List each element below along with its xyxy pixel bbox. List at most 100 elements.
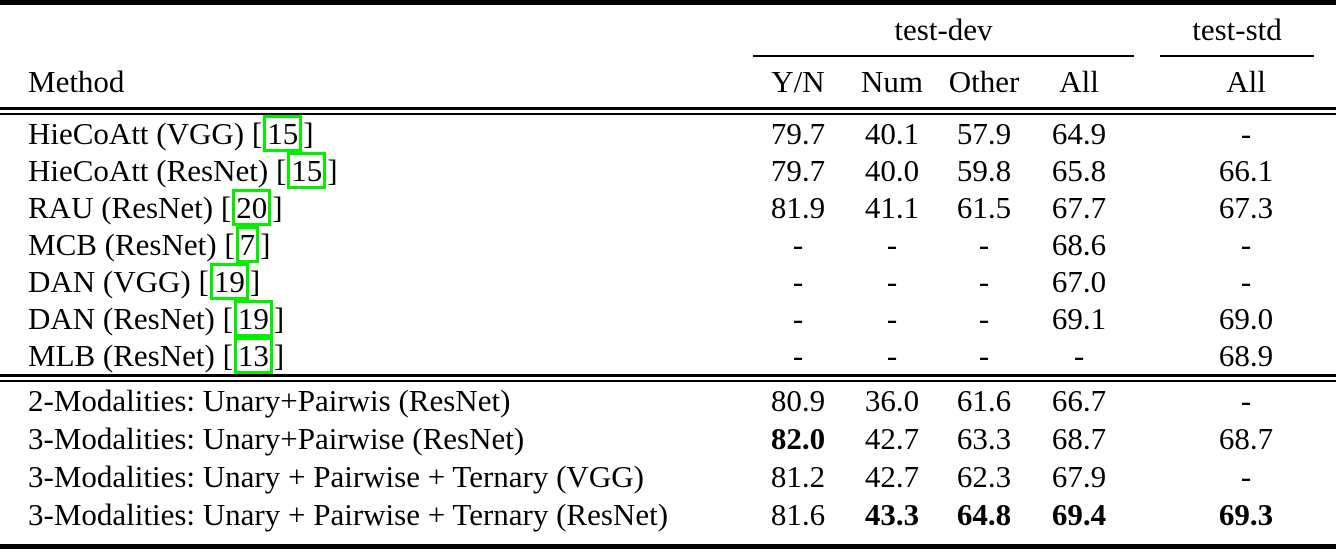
yn-value-cell: 79.7 — [770, 152, 826, 188]
table-row: 3-Modalities: Unary + Pairwise + Ternary… — [0, 496, 1336, 534]
table-row: HieCoAtt (ResNet) [15] 79.7 40.0 59.8 65… — [0, 152, 1336, 189]
citation-link[interactable]: [19] — [191, 263, 260, 300]
citation-link[interactable]: [15] — [244, 115, 314, 152]
citation-number[interactable]: 19 — [209, 263, 249, 300]
method-label: MCB (ResNet) — [28, 227, 217, 262]
all-value-cell: 67.7 — [1051, 189, 1107, 225]
method-label: 3-Modalities: Unary + Pairwise + Ternary… — [28, 497, 669, 532]
num-value-cell: 36.0 — [864, 383, 920, 418]
proposed-methods-section: 2-Modalities: Unary+Pairwis (ResNet) 80.… — [0, 382, 1336, 534]
all-value-cell: 66.7 — [1051, 383, 1107, 418]
yn-value-cell: 79.7 — [770, 115, 826, 151]
other-value-cell: 63.3 — [956, 421, 1012, 456]
other-value-cell: 57.9 — [956, 115, 1012, 151]
std-all-value-cell: 68.7 — [1218, 421, 1274, 456]
all-value-cell: 69.4 — [1051, 497, 1107, 532]
yn-value-cell: 81.2 — [770, 459, 826, 494]
method-cell: MLB (ResNet) [13] — [0, 337, 748, 374]
citation-open-bracket: [ — [198, 264, 209, 299]
citation-close-bracket: ] — [273, 301, 285, 336]
citation-link[interactable]: [19] — [215, 300, 285, 337]
yn-value-cell: - — [792, 300, 804, 336]
table-row: MCB (ResNet) [7] - - - 68.6 - — [0, 226, 1336, 263]
other-value-cell: 59.8 — [956, 152, 1012, 188]
citation-open-bracket: [ — [222, 338, 233, 373]
yn-value-cell: 82.0 — [770, 421, 826, 456]
yn-value-cell: - — [792, 337, 804, 373]
citation-link[interactable]: [13] — [215, 337, 284, 374]
std-all-value-cell: 67.3 — [1218, 189, 1274, 225]
all-value-cell: 65.8 — [1051, 152, 1107, 188]
yn-value-cell: 81.6 — [770, 497, 826, 532]
yn-value-cell: 81.9 — [770, 189, 826, 225]
num-value-cell: 41.1 — [864, 189, 920, 225]
method-label: RAU (ResNet) — [28, 190, 214, 225]
citation-open-bracket: [ — [275, 153, 287, 188]
num-value-cell: - — [886, 300, 898, 336]
citation-close-bracket: ] — [327, 153, 338, 188]
std-all-value-cell: 66.1 — [1218, 152, 1274, 188]
citation-number[interactable]: 15 — [263, 115, 303, 152]
citation-number[interactable]: 7 — [235, 226, 260, 263]
num-value-cell: 42.7 — [864, 459, 920, 494]
table-row: MLB (ResNet) [13] - - - - 68.9 — [0, 337, 1336, 374]
yn-value-cell: - — [792, 263, 804, 299]
citation-link[interactable]: [7] — [217, 226, 270, 263]
other-value-cell: 62.3 — [956, 459, 1012, 494]
num-value-cell: 42.7 — [864, 421, 920, 456]
method-label: 3-Modalities: Unary + Pairwise + Ternary… — [28, 459, 644, 494]
column-header-other: Other — [948, 64, 1020, 99]
num-value-cell: 43.3 — [864, 497, 920, 532]
column-header-std-all: All — [1226, 64, 1266, 99]
citation-number[interactable]: 19 — [233, 300, 273, 337]
yn-value-cell: 80.9 — [770, 383, 826, 418]
all-value-cell: 67.0 — [1051, 263, 1107, 299]
citation-link[interactable]: [20] — [213, 189, 283, 226]
std-all-value-cell: - — [1240, 115, 1252, 151]
citation-number[interactable]: 15 — [287, 152, 327, 189]
citation-number[interactable]: 20 — [232, 189, 272, 226]
group-header-test-dev: test-dev — [753, 5, 1134, 57]
other-value-cell: - — [978, 263, 990, 299]
citation-open-bracket: [ — [251, 116, 263, 151]
other-value-cell: 64.8 — [956, 497, 1012, 532]
method-label: MLB (ResNet) — [28, 338, 215, 373]
method-cell: 3-Modalities: Unary+Pairwise (ResNet) — [0, 421, 748, 457]
other-value-cell: - — [978, 226, 990, 262]
method-cell: DAN (ResNet) [19] — [0, 300, 748, 337]
citation-close-bracket: ] — [303, 116, 314, 151]
table-row: DAN (VGG) [19] - - - 67.0 - — [0, 263, 1336, 300]
other-value-cell: - — [978, 300, 990, 336]
table-row: DAN (ResNet) [19] - - - 69.1 69.0 — [0, 300, 1336, 337]
group-header-row: test-dev test-std — [0, 5, 1336, 57]
num-value-cell: - — [886, 226, 898, 262]
citation-link[interactable]: [15] — [268, 152, 338, 189]
method-label: HieCoAtt (ResNet) — [28, 153, 269, 188]
yn-value-cell: - — [792, 226, 804, 262]
method-cell: MCB (ResNet) [7] — [0, 226, 748, 263]
all-value-cell: 67.9 — [1051, 459, 1107, 494]
group-header-test-std: test-std — [1160, 5, 1314, 57]
column-header-all: All — [1059, 64, 1099, 99]
std-all-value-cell: 69.0 — [1218, 300, 1274, 336]
method-cell: DAN (VGG) [19] — [0, 263, 748, 300]
std-all-value-cell: 69.3 — [1218, 497, 1274, 532]
citation-number[interactable]: 13 — [233, 337, 273, 374]
other-value-cell: 61.5 — [956, 189, 1012, 225]
num-value-cell: - — [886, 337, 898, 373]
method-cell: 3-Modalities: Unary + Pairwise + Ternary… — [0, 459, 748, 495]
table-row: 3-Modalities: Unary+Pairwise (ResNet) 82… — [0, 420, 1336, 458]
citation-open-bracket: [ — [220, 190, 232, 225]
num-value-cell: - — [886, 263, 898, 299]
table-row: 3-Modalities: Unary + Pairwise + Ternary… — [0, 458, 1336, 496]
citation-open-bracket: [ — [224, 227, 235, 262]
group-label-test-std: test-std — [1192, 12, 1282, 47]
num-value-cell: 40.1 — [864, 115, 920, 151]
method-cell: RAU (ResNet) [20] — [0, 189, 748, 226]
method-label: 2-Modalities: Unary+Pairwis (ResNet) — [28, 383, 511, 418]
section-separator-rule — [0, 374, 1336, 382]
top-rule — [0, 0, 1336, 5]
std-all-value-cell: - — [1240, 459, 1252, 494]
method-cell: HieCoAtt (VGG) [15] — [0, 115, 748, 152]
